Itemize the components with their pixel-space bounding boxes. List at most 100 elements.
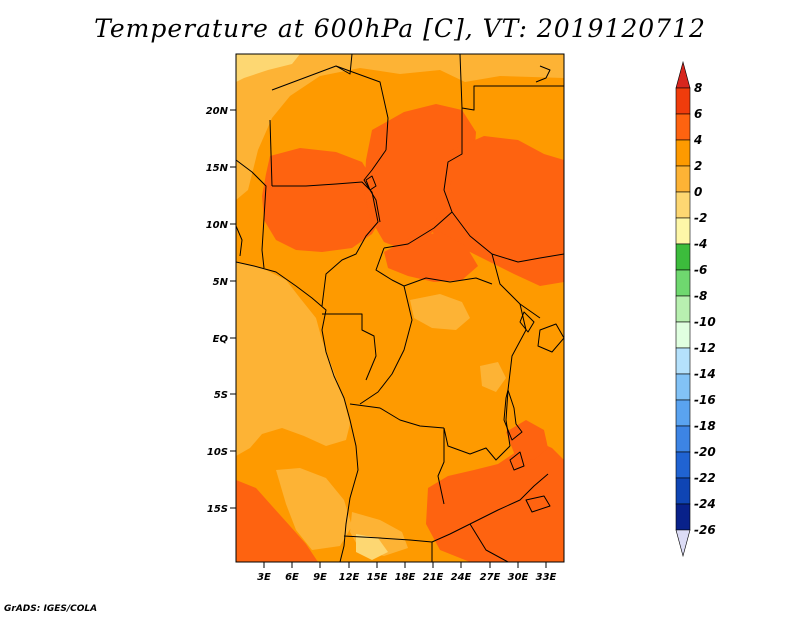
- coast-east-corner: [535, 65, 551, 83]
- colorbar-label-minus14: -14: [694, 367, 716, 381]
- temperature-field: [236, 54, 564, 562]
- colorbar-segment: [675, 113, 691, 141]
- lake-tanganyika: [503, 389, 523, 441]
- field-4-6-nigeria: [262, 148, 384, 252]
- colorbar-segment: [675, 269, 691, 297]
- lake-malawi: [525, 495, 551, 513]
- colorbar-label-minus6: -6: [694, 263, 707, 277]
- lake-victoria: [537, 323, 564, 353]
- border-car-east: [403, 277, 493, 287]
- lon-label-24e: 24E: [451, 572, 472, 583]
- border-angola-zambia: [437, 428, 445, 505]
- lat-label-15s: 15S: [207, 504, 228, 515]
- lon-label-33e: 33E: [536, 572, 557, 583]
- border-gabon-congo: [322, 313, 377, 381]
- border-drc-south: [443, 427, 511, 461]
- lon-label-21e: 21E: [423, 572, 444, 583]
- colorbar-label-minus4: -4: [694, 237, 707, 251]
- border-namibia-north: [343, 523, 471, 543]
- colorbar-label-minus24: -24: [694, 497, 716, 511]
- colorbar-segment: [675, 87, 691, 115]
- border-chad-west: [363, 149, 387, 223]
- lat-label-20n: 20N: [206, 106, 229, 117]
- colorbar-segment: [675, 139, 691, 167]
- colorbar-label-minus8: -8: [694, 289, 707, 303]
- colorbar-label-minus26: -26: [694, 523, 716, 537]
- colorbar: [675, 60, 691, 558]
- colorbar-label-2: 2: [694, 159, 702, 173]
- border-mali-niger: [269, 119, 273, 187]
- colorbar-segment: [675, 503, 691, 531]
- colorbar-segment: [675, 347, 691, 375]
- border-drc-east: [505, 303, 527, 447]
- colorbar-segment: [675, 451, 691, 479]
- lon-label-18e: 18E: [395, 572, 416, 583]
- lat-label-10n: 10N: [206, 220, 229, 231]
- coastline-southwest: [236, 225, 243, 257]
- border-south-sudan: [491, 253, 541, 319]
- border-sudan-south: [451, 211, 564, 263]
- colorbar-label-minus18: -18: [694, 419, 716, 433]
- field-4-6-tanzania: [506, 420, 548, 460]
- lon-label-6e: 6E: [285, 572, 299, 583]
- lon-label-3e: 3E: [257, 572, 271, 583]
- colorbar-label-minus16: -16: [694, 393, 716, 407]
- grads-credit: GrADS: IGES/COLA: [4, 604, 98, 614]
- border-car-north: [375, 247, 405, 287]
- field-minus2-0-south: [356, 534, 388, 560]
- map-title: Temperature at 600hPa [C], VT: 201912071…: [94, 14, 706, 43]
- field-0-2-southwest: [276, 468, 352, 550]
- border-nigeria-cameroon: [321, 191, 379, 307]
- colorbar-label-minus22: -22: [694, 471, 716, 485]
- border-congo-drc: [359, 285, 413, 405]
- lake-chad: [365, 175, 377, 191]
- colorbar-segment: [675, 425, 691, 453]
- colorbar-label-6: 6: [694, 107, 702, 121]
- colorbar-segment: [675, 295, 691, 323]
- lat-label-5s: 5S: [214, 390, 228, 401]
- colorbar-segment: [675, 191, 691, 219]
- colorbar-segment: [675, 165, 691, 193]
- lon-label-9e: 9E: [313, 572, 327, 583]
- colorbar-label-minus20: -20: [694, 445, 716, 459]
- colorbar-segment: [675, 399, 691, 427]
- border-libya-egypt: [459, 54, 564, 111]
- colorbar-segment: [675, 217, 691, 245]
- lon-label-30e: 30E: [508, 572, 529, 583]
- map-frame: [235, 53, 565, 563]
- lake-albert: [519, 311, 535, 333]
- lat-label-10s: 10S: [207, 447, 228, 458]
- colorbar-segment: [675, 477, 691, 505]
- colorbar-segment: [675, 529, 691, 558]
- colorbar-label-minus10: -10: [694, 315, 716, 329]
- colorbar-segment: [675, 321, 691, 349]
- border-chad-east: [383, 108, 463, 249]
- border-west-coast: [236, 159, 267, 269]
- lon-label-27e: 27E: [480, 572, 501, 583]
- border-algeria-niger: [335, 65, 389, 151]
- lat-label-15n: 15N: [206, 163, 229, 174]
- colorbar-label-4: 4: [693, 133, 702, 147]
- lake-mweru: [509, 451, 525, 471]
- lon-label-15e: 15E: [367, 572, 388, 583]
- colorbar-segment: [675, 243, 691, 271]
- colorbar-segment: [675, 60, 691, 89]
- lat-label-5n: 5N: [213, 277, 229, 288]
- lon-label-12e: 12E: [339, 572, 360, 583]
- colorbar-label-8: 8: [694, 81, 702, 95]
- border-angola-north: [349, 403, 445, 429]
- border-northwest: [271, 54, 353, 91]
- field-4-6-chad: [364, 104, 476, 250]
- border-niger-south: [272, 181, 373, 193]
- field-0-2-east: [480, 362, 506, 392]
- border-zambia-south: [469, 473, 549, 525]
- lat-label-eq: EQ: [213, 334, 229, 345]
- field-4-6-southwest: [236, 480, 318, 562]
- country-borders: [236, 54, 564, 562]
- colorbar-label-minus2: -2: [694, 211, 707, 225]
- field-0-2-central: [410, 294, 470, 330]
- field-4-6-zambia: [426, 440, 564, 562]
- field-minus2-0-north: [236, 54, 300, 82]
- border-zimbabwe: [469, 523, 509, 562]
